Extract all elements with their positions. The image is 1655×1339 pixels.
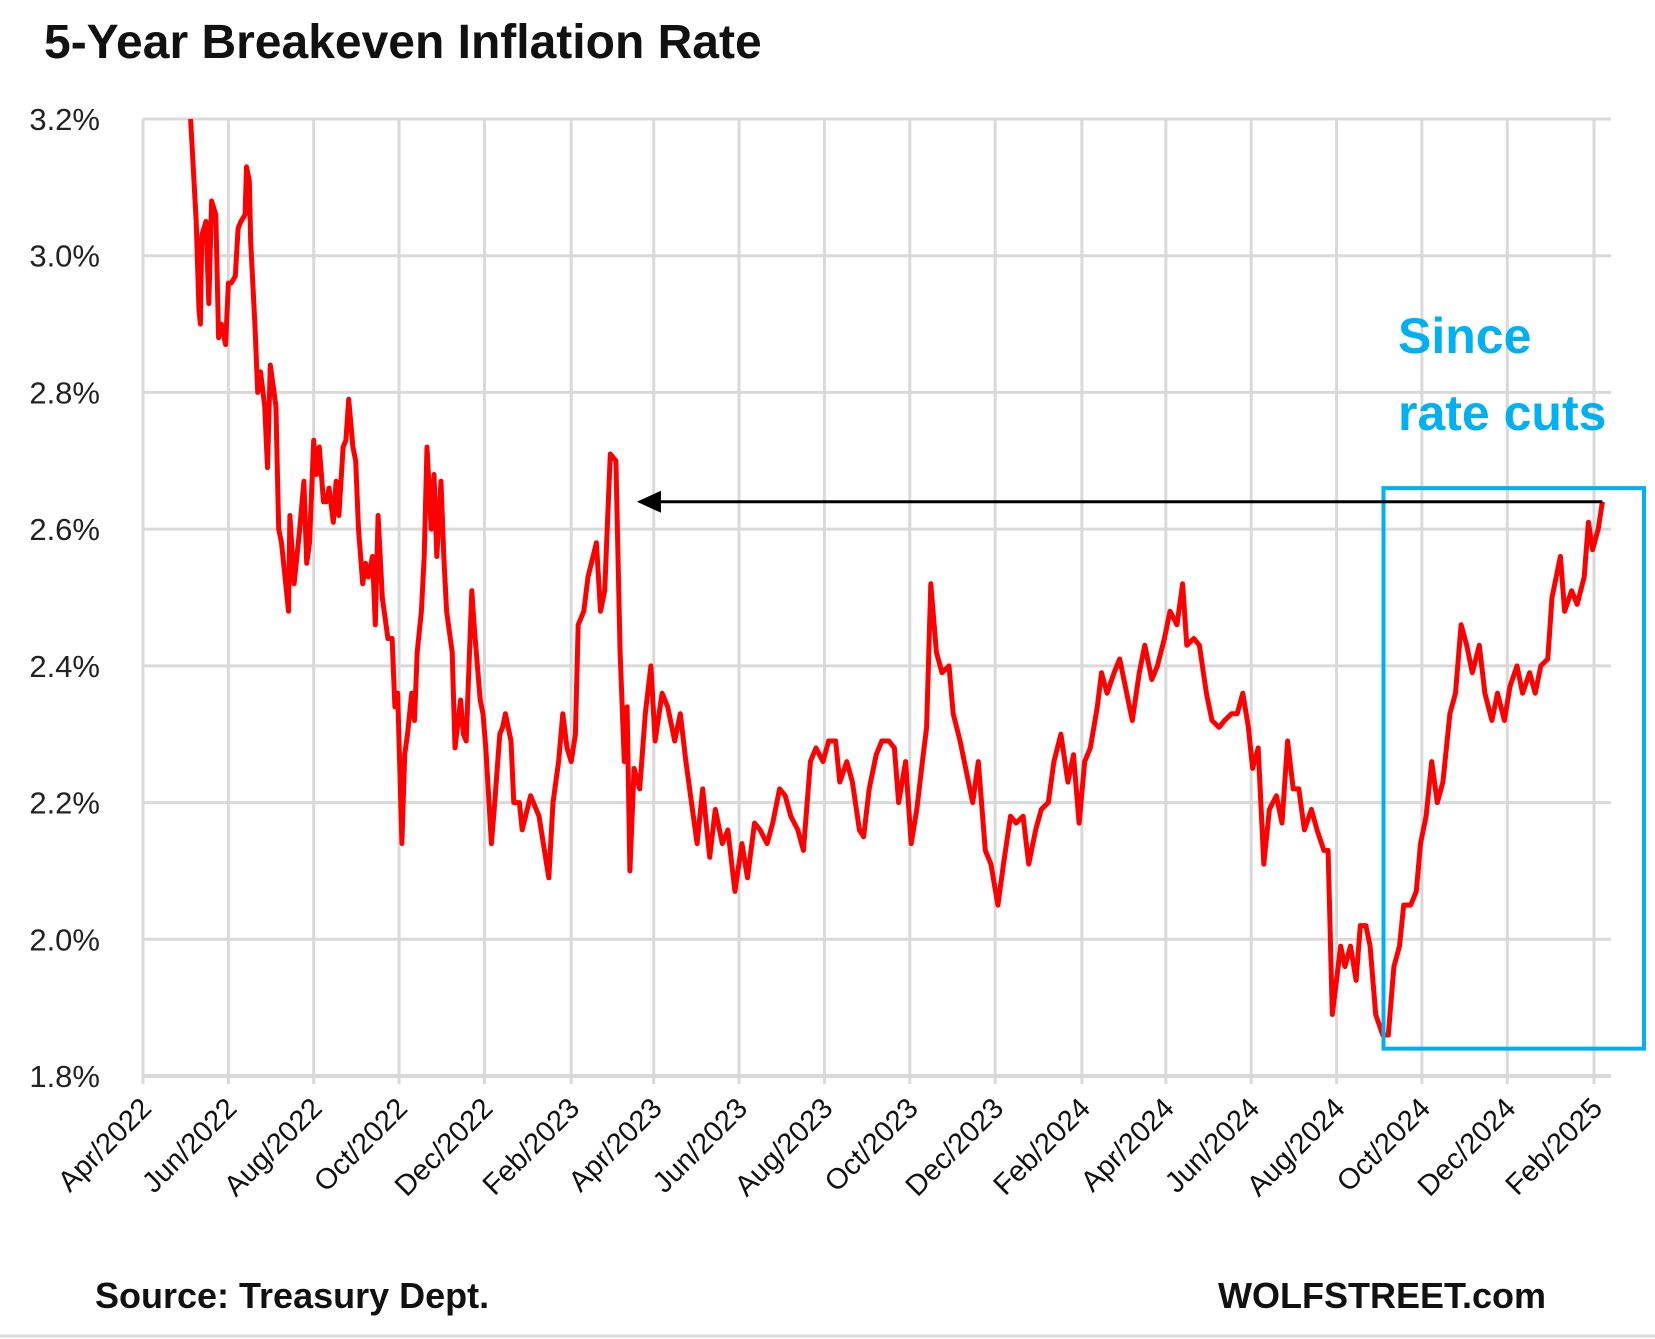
chart-title: 5-Year Breakeven Inflation Rate [44,16,762,69]
x-tick-label: Feb/2025 [1500,1092,1609,1201]
gridlines [141,117,1611,1084]
brand-watermark: WOLFSTREET.com [1218,1275,1546,1316]
series-line-breakeven [188,118,1605,1038]
annotation-rate-cuts: rate cuts [1398,385,1606,441]
annotation-since: Since [1398,308,1531,364]
x-axis-ticks: Apr/2022Jun/2022Aug/2022Oct/2022Dec/2022… [52,1092,1609,1202]
rate-cuts-highlight-box [1381,486,1646,1051]
y-tick-label: 3.2% [29,102,100,137]
y-tick-label: 2.6% [29,512,100,547]
y-tick-label: 2.4% [29,649,100,684]
y-tick-label: 2.0% [29,922,100,957]
y-axis-ticks: 1.8% 2.0% 2.2% 2.4% 2.6% 2.8% 3.0% 3.2% [29,102,100,1094]
y-tick-label: 3.0% [29,239,100,274]
x-tick-label: Feb/2024 [988,1092,1097,1201]
x-tick-label: Feb/2023 [477,1092,586,1201]
arrow-head-icon [636,490,661,513]
y-tick-label: 2.2% [29,786,100,821]
y-tick-label: 2.8% [29,375,100,410]
y-tick-label: 1.8% [29,1059,100,1094]
source-note: Source: Treasury Dept. [95,1275,489,1316]
